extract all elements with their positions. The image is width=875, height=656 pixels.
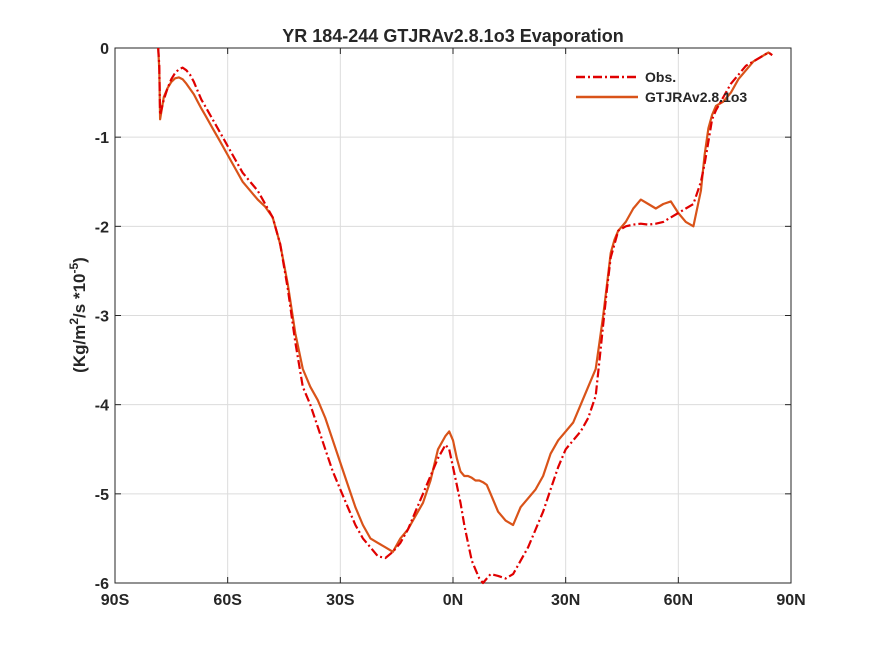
y-tick-label: -1 <box>95 130 109 147</box>
x-tick-label: 60N <box>664 592 693 609</box>
x-tick-label: 30S <box>326 592 355 609</box>
y-tick-label: -2 <box>95 219 109 236</box>
series-line-obs <box>157 47 773 585</box>
x-tick-label: 30N <box>551 592 580 609</box>
x-tick-label: 90N <box>776 592 805 609</box>
series-line-model <box>157 47 773 553</box>
y-tick-label: -6 <box>95 576 109 593</box>
legend-label-model: GTJRAv2.8.1o3 <box>645 89 747 105</box>
y-axis-label: (Kg/m2/s *10-5) <box>67 257 89 373</box>
x-tick-label: 90S <box>101 592 130 609</box>
y-tick-label: -4 <box>95 398 109 415</box>
x-tick-label: 0N <box>443 592 463 609</box>
x-tick-label: 60S <box>213 592 242 609</box>
y-tick-label: -5 <box>95 487 109 504</box>
chart-title: YR 184-244 GTJRAv2.8.1o3 Evaporation <box>282 26 623 46</box>
grid-lines <box>114 47 792 584</box>
legend: Obs. GTJRAv2.8.1o3 <box>576 69 747 105</box>
y-tick-label: -3 <box>95 309 109 326</box>
y-tick-label: 0 <box>100 41 109 58</box>
series-lines <box>157 47 773 585</box>
axis-ticks: 90S 60S 30S 0N 30N 60N 90N 0 -1 -2 -3 -4 -5 -6 <box>95 41 806 609</box>
legend-label-obs: Obs. <box>645 69 676 85</box>
